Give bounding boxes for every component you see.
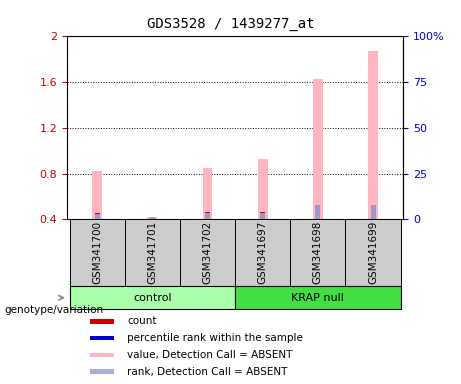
Bar [345, 219, 401, 286]
Bar [70, 286, 235, 310]
Text: KRAP null: KRAP null [291, 293, 344, 303]
Bar [313, 79, 323, 219]
Text: GDS3528 / 1439277_at: GDS3528 / 1439277_at [147, 17, 314, 31]
Text: rank, Detection Call = ABSENT: rank, Detection Call = ABSENT [127, 367, 288, 377]
Bar [70, 219, 125, 286]
Bar [368, 51, 378, 219]
Bar [371, 205, 376, 219]
Text: GSM341701: GSM341701 [148, 221, 157, 284]
Bar [235, 286, 401, 310]
Text: value, Detection Call = ABSENT: value, Detection Call = ABSENT [127, 350, 293, 360]
Bar [150, 217, 155, 219]
Text: genotype/variation: genotype/variation [5, 305, 104, 315]
Bar [205, 212, 210, 213]
Bar [90, 336, 114, 341]
Bar [90, 353, 114, 357]
Text: control: control [133, 293, 171, 303]
Bar [92, 171, 102, 219]
Text: GSM341698: GSM341698 [313, 221, 323, 285]
Bar [290, 219, 345, 286]
Bar [205, 212, 210, 219]
Bar [90, 369, 114, 374]
Text: GSM341702: GSM341702 [202, 221, 213, 284]
Bar [95, 213, 100, 219]
Bar [95, 213, 100, 214]
Bar [260, 212, 265, 213]
Text: GSM341699: GSM341699 [368, 221, 378, 285]
Text: percentile rank within the sample: percentile rank within the sample [127, 333, 303, 343]
Bar [148, 217, 157, 219]
Text: GSM341697: GSM341697 [258, 221, 268, 285]
Bar [260, 212, 265, 219]
Bar [90, 319, 114, 324]
Bar [315, 205, 320, 219]
Text: count: count [127, 316, 157, 326]
Text: GSM341700: GSM341700 [92, 221, 102, 284]
Bar [202, 168, 213, 219]
Bar [180, 219, 235, 286]
Bar [235, 219, 290, 286]
Bar [258, 159, 268, 219]
Bar [125, 219, 180, 286]
